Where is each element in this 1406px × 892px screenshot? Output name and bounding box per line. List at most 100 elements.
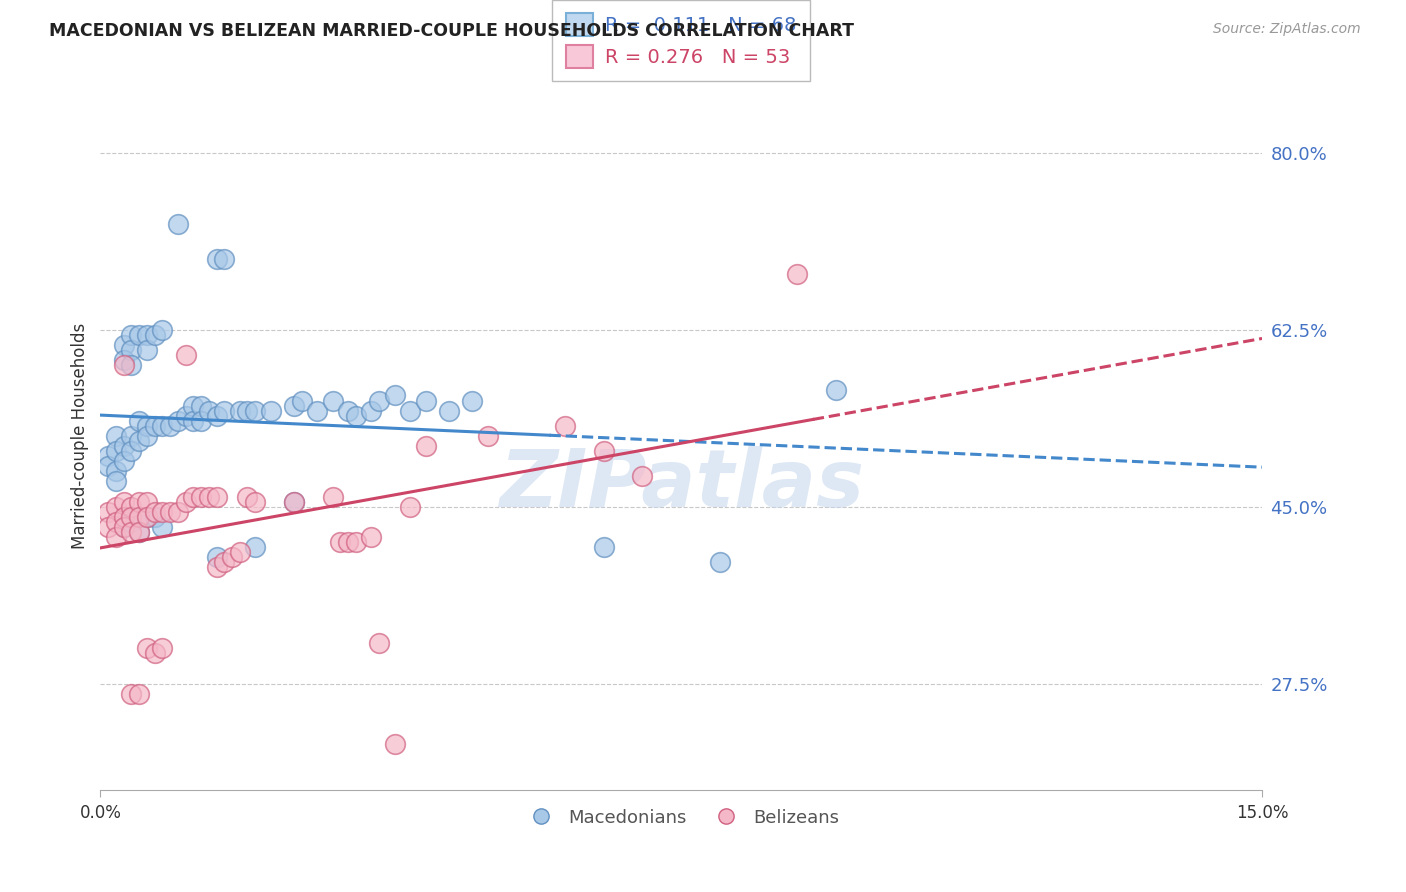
Point [214, 403, 236, 417]
Point [112, 509, 135, 524]
Point [120, 509, 142, 524]
Point [384, 388, 406, 402]
Point [245, 403, 267, 417]
Point [190, 399, 212, 413]
Point [112, 338, 135, 352]
Point [825, 384, 848, 398]
Point [337, 535, 360, 549]
Point [197, 490, 219, 504]
Point [120, 500, 142, 514]
Point [166, 505, 188, 519]
Text: ZIPatlas: ZIPatlas [499, 447, 863, 524]
Point [344, 535, 367, 549]
Point [128, 687, 150, 701]
Point [360, 530, 382, 544]
Point [337, 403, 360, 417]
Point [283, 494, 305, 508]
Point [190, 414, 212, 428]
Point [174, 409, 197, 423]
Point [135, 509, 157, 524]
Point [245, 494, 267, 508]
Point [399, 403, 422, 417]
Legend: Macedonians, Belizeans: Macedonians, Belizeans [516, 802, 846, 834]
Point [344, 409, 367, 423]
Point [128, 509, 150, 524]
Point [174, 348, 197, 362]
Point [135, 429, 157, 443]
Point [166, 217, 188, 231]
Point [329, 535, 352, 549]
Point [135, 418, 157, 433]
Point [174, 494, 197, 508]
Point [159, 505, 181, 519]
Point [181, 414, 204, 428]
Point [97, 505, 120, 519]
Point [477, 429, 499, 443]
Point [104, 444, 127, 458]
Point [307, 403, 329, 417]
Point [128, 524, 150, 539]
Point [128, 524, 150, 539]
Point [229, 545, 252, 559]
Point [143, 418, 166, 433]
Text: Source: ZipAtlas.com: Source: ZipAtlas.com [1213, 22, 1361, 37]
Point [181, 490, 204, 504]
Point [205, 490, 228, 504]
Point [360, 403, 382, 417]
Point [143, 509, 166, 524]
Point [631, 469, 654, 483]
Point [104, 464, 127, 478]
Point [143, 646, 166, 660]
Point [104, 530, 127, 544]
Point [128, 494, 150, 508]
Point [229, 403, 252, 417]
Point [150, 641, 173, 656]
Point [150, 323, 173, 337]
Point [97, 520, 120, 534]
Point [415, 393, 437, 408]
Point [112, 358, 135, 372]
Point [120, 444, 142, 458]
Y-axis label: Married-couple Households: Married-couple Households [72, 323, 89, 549]
Point [135, 327, 157, 342]
Point [97, 459, 120, 474]
Point [97, 449, 120, 463]
Point [592, 540, 614, 554]
Point [205, 409, 228, 423]
Point [135, 343, 157, 357]
Point [291, 393, 314, 408]
Point [112, 494, 135, 508]
Point [143, 505, 166, 519]
Point [190, 490, 212, 504]
Point [415, 439, 437, 453]
Point [437, 403, 460, 417]
Point [112, 454, 135, 468]
Point [135, 494, 157, 508]
Point [120, 524, 142, 539]
Point [260, 403, 283, 417]
Point [104, 475, 127, 489]
Point [104, 515, 127, 529]
Point [128, 434, 150, 448]
Point [461, 393, 484, 408]
Point [709, 555, 731, 569]
Point [245, 540, 267, 554]
Point [166, 414, 188, 428]
Point [197, 403, 219, 417]
Point [112, 520, 135, 534]
Point [205, 252, 228, 266]
Point [221, 550, 243, 565]
Point [128, 414, 150, 428]
Point [143, 327, 166, 342]
Point [214, 555, 236, 569]
Point [150, 418, 173, 433]
Point [322, 393, 344, 408]
Point [181, 399, 204, 413]
Point [368, 393, 391, 408]
Point [120, 358, 142, 372]
Point [159, 418, 181, 433]
Point [236, 490, 259, 504]
Point [786, 267, 808, 281]
Point [112, 520, 135, 534]
Point [368, 636, 391, 650]
